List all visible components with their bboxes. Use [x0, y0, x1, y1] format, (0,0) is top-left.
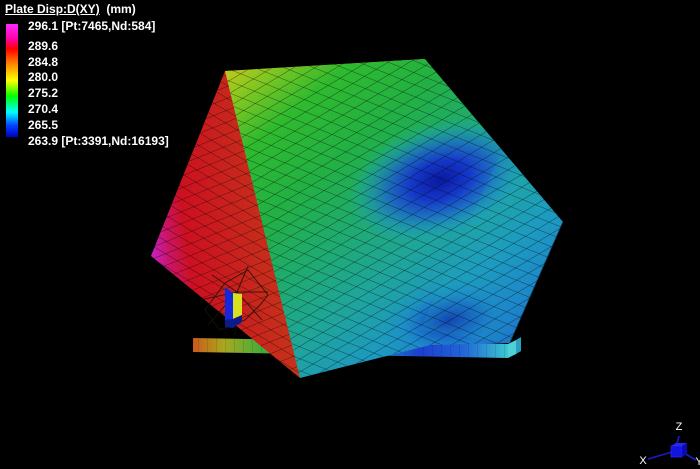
- svg-text:Y: Y: [695, 456, 700, 468]
- svg-text:Z: Z: [676, 421, 683, 433]
- svg-text:X: X: [639, 455, 647, 467]
